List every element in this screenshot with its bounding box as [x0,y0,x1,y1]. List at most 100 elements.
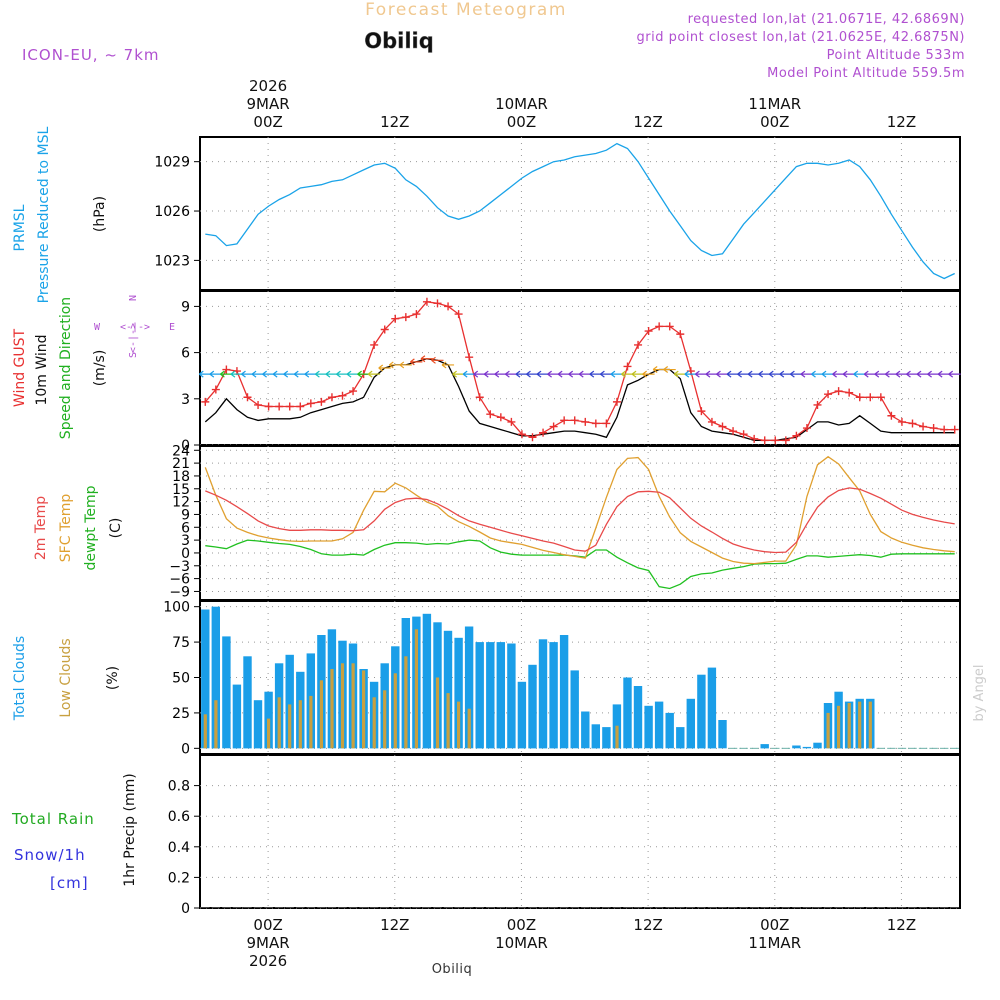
wind-gust-marker [201,397,210,406]
wind-direction-arrow [262,370,275,378]
wind-gust-marker [391,314,400,323]
wind-gust-marker [412,310,421,319]
low-cloud-bar [372,697,376,749]
y-tick-label: 3 [181,392,190,408]
wind-gust-marker [296,402,305,411]
low-cloud-bar [826,712,830,749]
wind-direction-arrow [568,370,581,378]
low-cloud-bar [277,697,281,749]
total-cloud-bar [222,636,231,749]
wind-direction-arrow [388,361,402,369]
time-label-bottom: 2026 [249,952,287,970]
wind-direction-arrow [198,370,212,378]
wind-direction-arrow [420,355,433,363]
wind-gust-marker [465,353,474,362]
wind-gust-marker [317,397,326,406]
wind-direction-arrow [473,370,486,378]
temp-2m-label: 2m Temp [33,496,49,560]
wind-gust-marker [475,393,484,402]
wind-direction-arrow [716,370,729,378]
clouds-low-label: Low Clouds [58,638,74,717]
y-tick-label: 0.2 [168,870,190,886]
wind-gust-marker [306,399,315,408]
wind-gust-marker [581,417,590,426]
wind-direction-arrow [642,370,655,378]
low-cloud-bar [837,705,841,749]
precip-ylabel: 1hr Precip (mm) [122,773,138,886]
panel-frame [199,136,961,291]
wind-gust-marker [845,388,854,397]
wind-gust-marker [919,422,928,431]
wind-direction-arrow [431,356,444,364]
total-cloud-bar [760,744,769,749]
wind-direction-arrow [906,370,919,378]
wind-gust-marker [444,302,453,311]
wind-direction-arrow [462,370,476,378]
wind-direction-arrow [410,358,423,366]
wind-panel: 0 3 6 9 [181,290,961,454]
y-tick-label: 9 [181,507,190,523]
wind-direction-arrow [241,370,254,378]
requested-coords: requested lon,lat (21.0671E, 42.6869N) [688,12,965,27]
wind-direction-arrow [399,361,412,369]
y-tick-label: 18 [172,469,190,485]
low-cloud-bar [467,708,471,749]
wind-gust-marker [887,411,896,420]
wind-direction-arrow [790,370,803,378]
y-tick-label: 12 [172,495,190,511]
wind-gust-marker [824,390,833,399]
total-cloud-bar [464,626,474,749]
wind-gust-marker [591,419,600,428]
wind-direction-arrow [283,370,296,378]
total-cloud-bar [591,724,600,749]
total-cloud-bar [475,642,484,749]
wind-direction-arrow [652,366,666,374]
wind-gust-marker [560,416,569,425]
wind-direction-arrow [230,370,243,378]
low-cloud-bar [446,693,450,749]
wind-direction-arrow [526,370,539,378]
low-cloud-bar [404,656,408,749]
total-cloud-bar [602,727,611,749]
wind-gust-marker [655,322,664,331]
y-tick-label: 0 [181,741,190,757]
wind-gust-marker [623,362,632,371]
low-cloud-bar [868,701,872,749]
wind-direction-arrow [494,370,507,378]
total-cloud-bar [422,613,432,749]
total-cloud-bar [676,727,685,749]
sfc-temp-line [204,455,955,565]
total-cloud-bar [443,630,453,749]
total-cloud-bar [243,656,252,749]
y-tick-label: 9 [181,299,190,315]
wind-gust-marker [897,417,906,426]
total-cloud-bar [232,684,242,749]
wind-direction-arrow [621,370,634,378]
total-cloud-bar [802,746,812,749]
time-label-top: 9MAR [247,95,290,113]
wind-direction-arrow [937,370,951,378]
wind-gust-marker [612,397,621,406]
wind-gust-marker [349,387,358,396]
time-label-top: 12Z [887,113,916,131]
low-cloud-bar [383,690,387,749]
wind-direction-arrow [251,370,265,378]
total-cloud-bar [665,712,674,749]
low-cloud-bar [214,700,218,749]
compass-mid-horizontal: <-|-> [120,322,150,333]
total-cloud-bar [792,745,801,749]
wind-gust-marker [739,430,748,439]
wind-direction-arrow [483,370,497,378]
wind-direction-arrow [631,370,645,378]
wind-gust-marker [602,419,611,428]
compass-legend: N <-|-> S W <-|-> E [94,295,175,358]
total-cloud-bar [538,639,548,749]
wind-direction-arrow [673,370,687,378]
total-cloud-bar [285,654,294,749]
wind-gust-marker [570,416,579,425]
wind-direction-arrow [747,370,761,378]
time-label-bottom: 11MAR [748,934,801,952]
wind-direction-arrow [293,370,307,378]
